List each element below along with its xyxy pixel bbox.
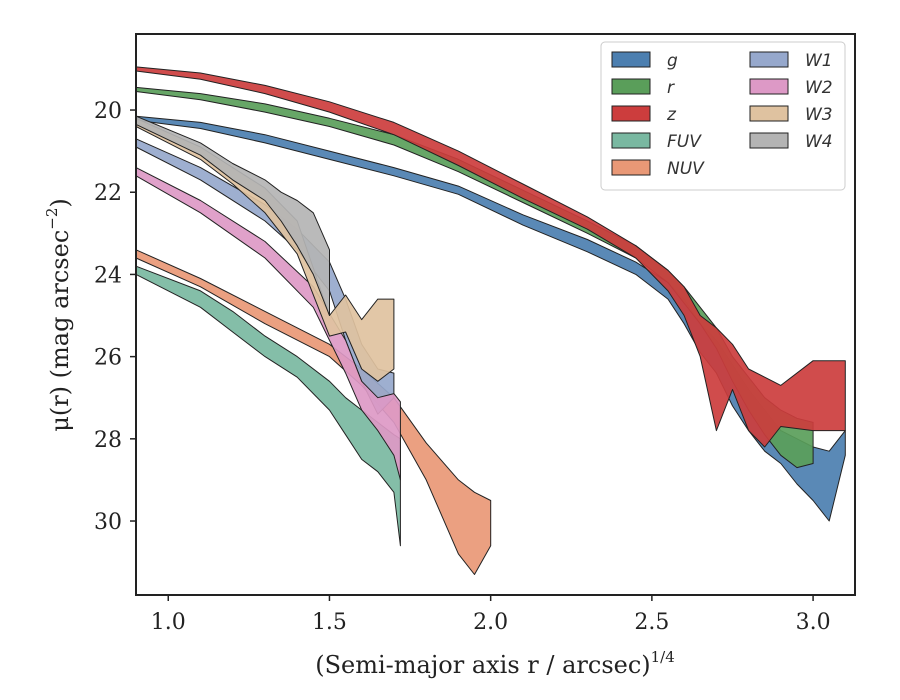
- band-z: [135, 66, 846, 448]
- legend-label-g: g: [667, 51, 678, 71]
- band-fuv: [135, 265, 401, 547]
- legend-swatch-w4: [749, 132, 789, 149]
- legend-swatch-w3: [749, 105, 789, 122]
- x-axis-title: (Semi-major axis r / arcsec)1/4: [315, 648, 675, 679]
- y-tick-label: 26: [94, 346, 122, 371]
- legend-swatch-w2: [749, 78, 789, 95]
- legend-label-w1: W1: [805, 51, 833, 71]
- x-tick-label: 2.5: [634, 610, 669, 635]
- y-tick-label: 28: [94, 428, 122, 453]
- legend-label-nuv: NUV: [667, 159, 705, 179]
- legend-label-fuv: FUV: [667, 132, 702, 152]
- legend-label-r: r: [667, 78, 675, 98]
- legend-label-w3: W3: [805, 105, 833, 125]
- ticks-layer: 1.0 1.5 2.0 2.5 3.0 20 22 24 26 28 30: [94, 99, 831, 635]
- legend: grz FUV NUV W1 W2 W3 W4: [600, 41, 846, 191]
- band-w4: [135, 115, 330, 316]
- x-tick-label: 1.5: [312, 610, 347, 635]
- band-g: [135, 115, 846, 522]
- y-tick-label: 20: [94, 99, 122, 124]
- legend-swatch-g: [611, 51, 651, 68]
- legend-label-w2: W2: [805, 78, 833, 98]
- legend-label-z: z: [666, 105, 677, 125]
- x-tick-label: 3.0: [796, 610, 831, 635]
- legend-swatch-w1: [749, 51, 789, 68]
- y-axis-title: μ(r) (mag arcsec−2): [43, 198, 74, 432]
- y-tick-label: 30: [94, 510, 122, 535]
- y-tick-label: 22: [94, 181, 122, 206]
- y-tick-label: 24: [94, 263, 122, 288]
- legend-swatch-z: [611, 105, 651, 122]
- legend-swatch-fuv: [611, 132, 651, 149]
- legend-label-w4: W4: [805, 132, 833, 152]
- legend-swatch-r: [611, 78, 651, 95]
- x-tick-label: 1.0: [151, 610, 186, 635]
- bands-layer: [135, 66, 846, 575]
- plot-frame: [135, 33, 856, 596]
- x-tick-label: 2.0: [473, 610, 508, 635]
- legend-swatch-nuv: [611, 159, 651, 176]
